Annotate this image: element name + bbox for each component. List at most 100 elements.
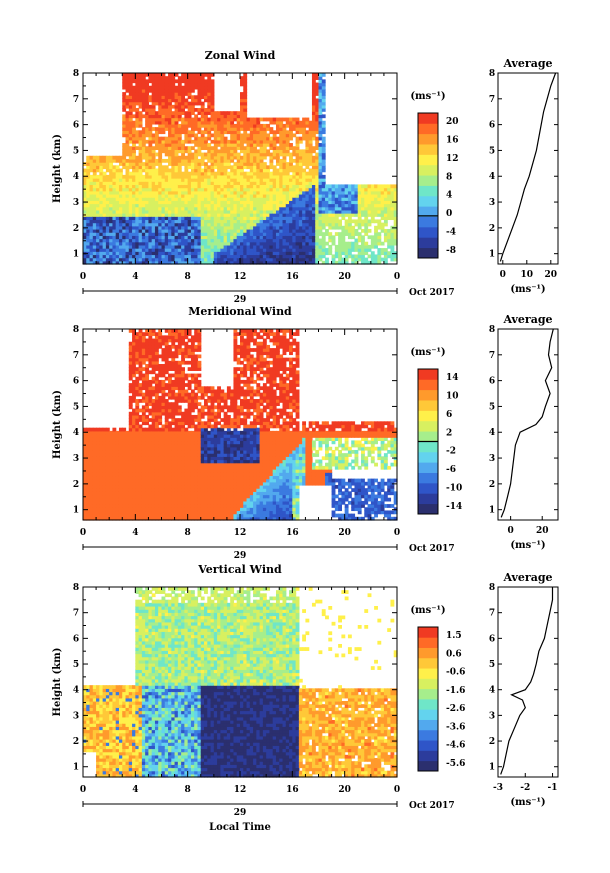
- heatmap-cell: [210, 120, 215, 125]
- heatmap-cell: [213, 152, 218, 157]
- heatmap-cell: [184, 251, 189, 256]
- heatmap-cell: [96, 254, 100, 259]
- heatmap-cell: [122, 219, 127, 224]
- heatmap-cell: [174, 222, 179, 227]
- heatmap-cell: [240, 120, 244, 125]
- heatmap-cell: [125, 120, 130, 125]
- heatmap-cell: [128, 190, 133, 195]
- heatmap-cell: [154, 178, 159, 182]
- heatmap-cell: [194, 162, 199, 166]
- heatmap-cell: [151, 225, 156, 230]
- heatmap-cell: [279, 117, 284, 122]
- heatmap-cell: [112, 244, 117, 249]
- heatmap-cell: [253, 235, 257, 240]
- heatmap-cell: [158, 95, 163, 100]
- heatmap-cell: [115, 232, 120, 236]
- heatmap-cell: [236, 158, 241, 163]
- heatmap-cell: [92, 155, 97, 160]
- heatmap-cell: [194, 82, 199, 87]
- heatmap-cell: [125, 197, 130, 201]
- heatmap-cell: [197, 244, 202, 249]
- heatmap-cell: [164, 181, 169, 186]
- heatmap-cell: [154, 139, 159, 144]
- heatmap-cell: [145, 139, 150, 144]
- heatmap-cell: [151, 181, 156, 186]
- heatmap-cell: [236, 190, 241, 195]
- heatmap-cell: [194, 85, 199, 90]
- heatmap-cell: [253, 168, 257, 173]
- heatmap-cell: [240, 206, 244, 211]
- heatmap-cell: [213, 171, 218, 176]
- heatmap-cell: [141, 155, 146, 160]
- heatmap-cell: [236, 254, 241, 259]
- heatmap-cell: [151, 146, 156, 150]
- heatmap-cell: [279, 123, 284, 128]
- heatmap-cell: [118, 171, 123, 176]
- heatmap-cell: [96, 216, 100, 221]
- heatmap-cell: [190, 155, 195, 160]
- heatmap-cell: [207, 197, 212, 201]
- heatmap-cell: [138, 158, 143, 163]
- heatmap-cell: [190, 95, 195, 100]
- heatmap-cell: [181, 162, 185, 166]
- heatmap-cell: [207, 111, 212, 115]
- heatmap-cell: [105, 222, 110, 227]
- profile-y-tick-label: 4: [489, 172, 495, 182]
- heatmap-cell: [161, 248, 166, 252]
- heatmap-cell: [174, 206, 179, 211]
- heatmap-cell: [285, 117, 290, 122]
- heatmap-cell: [148, 178, 153, 182]
- heatmap-cell: [161, 260, 166, 265]
- heatmap-cell: [200, 235, 205, 240]
- heatmap-cell: [141, 225, 146, 230]
- heatmap-cell: [230, 257, 235, 262]
- heatmap-cell: [230, 174, 235, 179]
- y-tick-label: 4: [73, 172, 79, 182]
- heatmap-cell: [292, 152, 297, 157]
- heatmap-cell: [141, 254, 146, 259]
- heatmap-cell: [86, 238, 91, 243]
- heatmap-cell: [253, 228, 257, 233]
- heatmap-cell: [109, 200, 114, 205]
- heatmap-cell: [132, 136, 136, 141]
- heatmap-cell: [102, 238, 107, 243]
- heatmap-cell: [151, 79, 156, 84]
- heatmap-cell: [181, 200, 185, 205]
- heatmap-cell: [204, 111, 208, 115]
- heatmap-cell: [289, 209, 293, 214]
- heatmap-cell: [105, 203, 110, 208]
- heatmap-cell: [282, 117, 287, 122]
- heatmap-cell: [181, 88, 185, 93]
- heatmap-cell: [135, 108, 140, 112]
- heatmap-cell: [262, 241, 267, 246]
- heatmap-cell: [213, 254, 218, 259]
- heatmap-cell: [246, 206, 251, 211]
- heatmap-cell: [207, 136, 212, 141]
- heatmap-cell: [292, 149, 297, 154]
- heatmap-cell: [96, 248, 100, 252]
- heatmap-cell: [177, 200, 182, 205]
- heatmap-cell: [243, 178, 248, 182]
- heatmap-cell: [223, 257, 228, 262]
- heatmap-cell: [164, 254, 169, 259]
- heatmap-cell: [96, 155, 100, 160]
- heatmap-cell: [269, 178, 274, 182]
- heatmap-cell: [96, 244, 100, 249]
- heatmap-cell: [233, 228, 238, 233]
- heatmap-cell: [125, 82, 130, 87]
- heatmap-cell: [236, 197, 241, 201]
- heatmap-cell: [171, 178, 176, 182]
- heatmap-cell: [112, 225, 117, 230]
- heatmap-cell: [266, 209, 271, 214]
- heatmap-cell: [89, 219, 94, 224]
- heatmap-cell: [145, 88, 150, 93]
- heatmap-cell: [226, 219, 231, 224]
- heatmap-cell: [210, 219, 215, 224]
- heatmap-cell: [262, 232, 267, 236]
- heatmap-cell: [259, 136, 264, 141]
- heatmap-cell: [292, 178, 297, 182]
- heatmap-cell: [213, 232, 218, 236]
- heatmap-cell: [99, 178, 104, 182]
- heatmap-cell: [128, 219, 133, 224]
- heatmap-cell: [262, 152, 267, 157]
